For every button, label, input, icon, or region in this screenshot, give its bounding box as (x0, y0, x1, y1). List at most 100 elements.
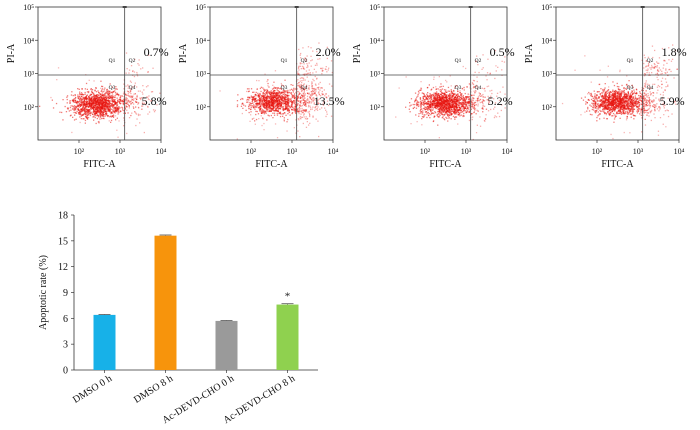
event-dot (142, 85, 144, 87)
event-dot (313, 102, 315, 104)
event-dot (104, 101, 106, 103)
event-dot (112, 95, 114, 98)
event-dot (307, 66, 309, 68)
event-dot (417, 104, 419, 106)
q4-percentage: 13.5% (314, 94, 345, 108)
event-dot (290, 105, 292, 107)
event-dot (260, 115, 262, 117)
event-dot (270, 106, 272, 108)
event-dot (77, 101, 79, 103)
event-dot (291, 102, 293, 104)
event-dot (99, 114, 101, 117)
event-dot (457, 108, 459, 111)
event-dot (287, 118, 289, 121)
event-dot (445, 104, 447, 106)
event-dot (303, 90, 305, 92)
event-dot (463, 103, 465, 105)
event-dot (303, 109, 305, 112)
event-dot (294, 111, 296, 113)
event-dot (304, 103, 307, 105)
event-dot (460, 97, 462, 99)
event-dot (74, 109, 76, 111)
event-dot (271, 109, 273, 111)
event-dot (112, 98, 114, 100)
event-dot (116, 93, 119, 95)
event-dot (250, 103, 252, 105)
event-dot (243, 104, 245, 106)
event-dot (462, 105, 464, 107)
event-dot (456, 96, 458, 98)
event-dot (322, 93, 324, 96)
event-dot (297, 73, 299, 75)
event-dot (266, 91, 268, 93)
event-dot (425, 95, 427, 97)
event-dot (107, 115, 109, 117)
event-dot (602, 103, 605, 106)
event-dot (133, 75, 136, 78)
event-dot (433, 116, 435, 118)
event-dot (92, 98, 94, 100)
event-dot (272, 100, 275, 102)
event-dot (282, 107, 284, 110)
event-dot (434, 95, 436, 97)
event-dot (72, 105, 74, 107)
event-dot (423, 93, 425, 95)
event-dot (148, 54, 150, 56)
event-dot (89, 95, 91, 97)
event-dot (311, 101, 313, 103)
event-dot (297, 94, 299, 96)
event-dot (101, 98, 104, 101)
event-dot (452, 101, 455, 104)
event-dot (267, 103, 270, 105)
event-dot (98, 120, 100, 123)
event-dot (292, 91, 294, 93)
event-dot (265, 106, 268, 108)
event-dot (305, 116, 307, 118)
event-dot (263, 110, 265, 113)
event-dot (440, 98, 443, 100)
event-dot (448, 117, 450, 119)
event-dot (317, 102, 319, 104)
event-dot (299, 96, 301, 98)
event-dot (477, 101, 479, 103)
event-dot (450, 96, 453, 98)
y-axis-label: PI-A (352, 43, 363, 63)
event-dot (261, 98, 263, 100)
event-dot (108, 104, 110, 106)
event-dot (441, 92, 443, 94)
event-dot (293, 107, 295, 110)
event-dot (298, 93, 300, 95)
event-dot (474, 107, 477, 110)
event-dot (268, 92, 270, 94)
event-dot (488, 101, 491, 103)
event-dot (310, 93, 312, 96)
event-dot (87, 114, 90, 116)
event-dot (123, 112, 125, 114)
event-dot (442, 107, 445, 109)
event-dot (489, 73, 491, 75)
event-dot (93, 102, 95, 104)
event-dot (417, 93, 419, 96)
event-dot (265, 105, 267, 107)
event-dot (297, 118, 299, 120)
event-dot (444, 94, 446, 96)
event-dot (258, 103, 260, 105)
event-dot (100, 103, 102, 105)
event-dot (128, 117, 131, 119)
event-dot (96, 96, 99, 98)
event-dot (439, 114, 441, 117)
event-dot (304, 73, 306, 75)
event-dot (267, 96, 269, 98)
event-dot (462, 100, 465, 102)
event-dot (87, 105, 89, 107)
event-dot (283, 109, 285, 111)
event-dot (482, 96, 484, 98)
event-dot (90, 112, 92, 114)
event-dot (432, 112, 434, 114)
event-dot (138, 107, 140, 109)
event-dot (92, 116, 94, 118)
event-dot (481, 94, 483, 97)
event-dot (279, 96, 282, 98)
event-dot (439, 95, 441, 98)
event-dot (84, 112, 86, 114)
